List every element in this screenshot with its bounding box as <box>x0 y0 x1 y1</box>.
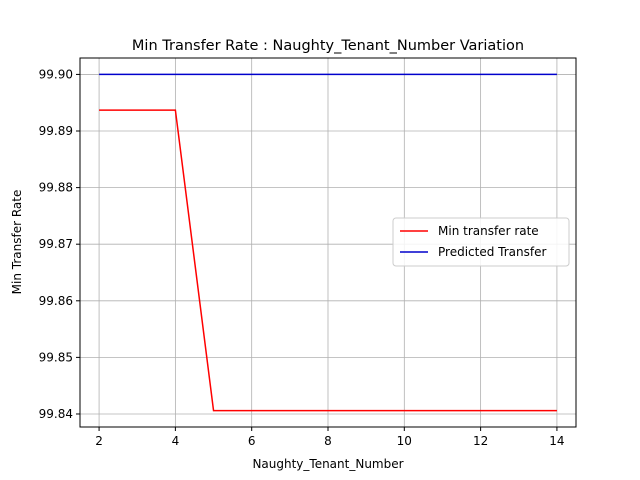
y-tick-label: 99.85 <box>39 350 73 364</box>
x-tick-label: 2 <box>95 434 103 448</box>
x-tick-label: 14 <box>549 434 564 448</box>
y-tick-label: 99.88 <box>39 181 73 195</box>
y-tick-label: 99.84 <box>39 407 73 421</box>
series-line-1 <box>99 109 557 412</box>
y-tick-label: 99.89 <box>39 124 73 138</box>
legend-label-2: Predicted Transfer <box>438 245 546 259</box>
y-tick-label: 99.90 <box>39 67 73 81</box>
y-axis-label: Min Transfer Rate <box>10 190 24 295</box>
y-tick-label: 99.87 <box>39 237 73 251</box>
ticks: 2 4 6 8 10 12 14 99.84 99.85 99.86 99.87 99.88 99.89… <box>39 67 565 448</box>
x-tick-label: 6 <box>248 434 256 448</box>
chart-title: Min Transfer Rate : Naughty_Tenant_Numbe… <box>132 38 524 54</box>
legend-label-1: Min transfer rate <box>438 224 539 238</box>
x-tick-label: 4 <box>172 434 180 448</box>
series-layer <box>99 73 557 412</box>
legend-box <box>392 217 570 267</box>
x-tick-label: 8 <box>324 434 332 448</box>
legend: Min transfer rate Predicted Transfer <box>392 217 570 267</box>
x-tick-label: 12 <box>473 434 488 448</box>
x-axis-label: Naughty_Tenant_Number <box>252 457 403 471</box>
x-tick-label: 10 <box>397 434 412 448</box>
y-tick-label: 99.86 <box>39 294 73 308</box>
